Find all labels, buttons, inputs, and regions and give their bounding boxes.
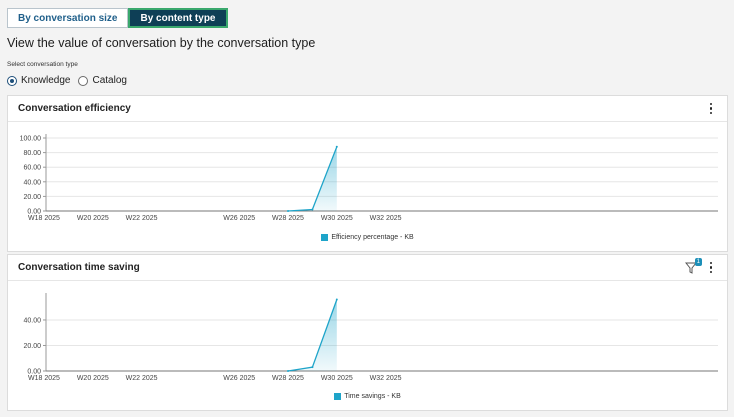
x-tick-label: W22 2025 (126, 375, 158, 382)
legend-swatch (321, 234, 329, 241)
radio-catalog[interactable]: Catalog (78, 75, 127, 86)
view-tabs: By conversation size By content type (7, 8, 228, 28)
data-point[interactable] (311, 208, 314, 211)
card-header: Conversation time saving 1 (8, 255, 727, 281)
data-point[interactable] (311, 366, 314, 369)
y-tick-label: 80.00 (23, 150, 41, 157)
card-title: Conversation efficiency (18, 103, 131, 114)
y-tick-label: 60.00 (23, 165, 41, 172)
select-conversation-type-label: Select conversation type (7, 61, 78, 68)
x-tick-label: W26 2025 (223, 375, 255, 382)
data-point[interactable] (287, 370, 289, 372)
legend-swatch (334, 393, 342, 400)
radio-knowledge-label: Knowledge (21, 75, 71, 86)
more-options-icon[interactable] (705, 102, 717, 116)
conversation-efficiency-card: Conversation efficiency 0.00 20.00 40.00 60… (7, 95, 728, 252)
filter-count-badge: 1 (694, 257, 702, 266)
more-options-icon[interactable] (705, 261, 717, 275)
tab-by-conversation-size[interactable]: By conversation size (7, 8, 129, 28)
y-tick-label: 100.00 (20, 136, 42, 143)
card-header: Conversation efficiency (8, 96, 727, 122)
y-tick-label: 20.00 (23, 194, 41, 201)
x-tick-label: W28 2025 (272, 375, 304, 382)
page-title: View the value of conversation by the co… (7, 36, 316, 50)
x-tick-label: W22 2025 (126, 215, 158, 222)
x-tick-label: W18 2025 (28, 375, 60, 382)
card-title: Conversation time saving (18, 262, 140, 273)
chart-legend[interactable]: Time savings - KB (8, 393, 727, 400)
efficiency-chart: 0.00 20.00 40.00 60.00 80.00 100.00 W18 2025 W2… (20, 134, 718, 222)
chart-legend[interactable]: Efficiency percentage - KB (8, 234, 727, 241)
x-tick-label: W30 2025 (321, 215, 353, 222)
data-point[interactable] (287, 210, 289, 212)
legend-label: Time savings - KB (344, 393, 401, 400)
x-tick-label: W18 2025 (28, 215, 60, 222)
y-tick-label: 0.00 (27, 209, 41, 216)
series-area (288, 146, 337, 211)
radio-knowledge[interactable]: Knowledge (7, 75, 70, 86)
y-tick-label: 40.00 (23, 179, 41, 186)
time-saving-chart: 0.00 20.00 40.00 W18 2025 W20 2025 W22 2025 W2… (23, 293, 718, 382)
filter-icon[interactable]: 1 (684, 257, 702, 275)
x-tick-label: W28 2025 (272, 215, 304, 222)
radio-catalog-button[interactable] (78, 75, 89, 86)
x-tick-label: W32 2025 (370, 375, 402, 382)
tab-by-content-type[interactable]: By content type (128, 8, 228, 28)
x-tick-label: W32 2025 (370, 215, 402, 222)
data-point[interactable] (335, 145, 338, 148)
x-tick-label: W26 2025 (223, 215, 255, 222)
radio-catalog-label: Catalog (92, 75, 127, 86)
data-point[interactable] (335, 298, 338, 301)
legend-label: Efficiency percentage - KB (331, 234, 414, 241)
conversation-type-radios: Knowledge Catalog (7, 75, 135, 86)
x-tick-label: W20 2025 (77, 215, 109, 222)
series-area (288, 299, 337, 371)
conversation-time-saving-card: Conversation time saving 1 0.00 20.00 40.0… (7, 254, 728, 411)
x-tick-label: W20 2025 (77, 375, 109, 382)
y-tick-label: 40.00 (23, 317, 41, 324)
y-tick-label: 0.00 (27, 369, 41, 376)
radio-knowledge-button[interactable] (7, 75, 17, 86)
x-tick-label: W30 2025 (321, 375, 353, 382)
y-tick-label: 20.00 (23, 343, 41, 350)
